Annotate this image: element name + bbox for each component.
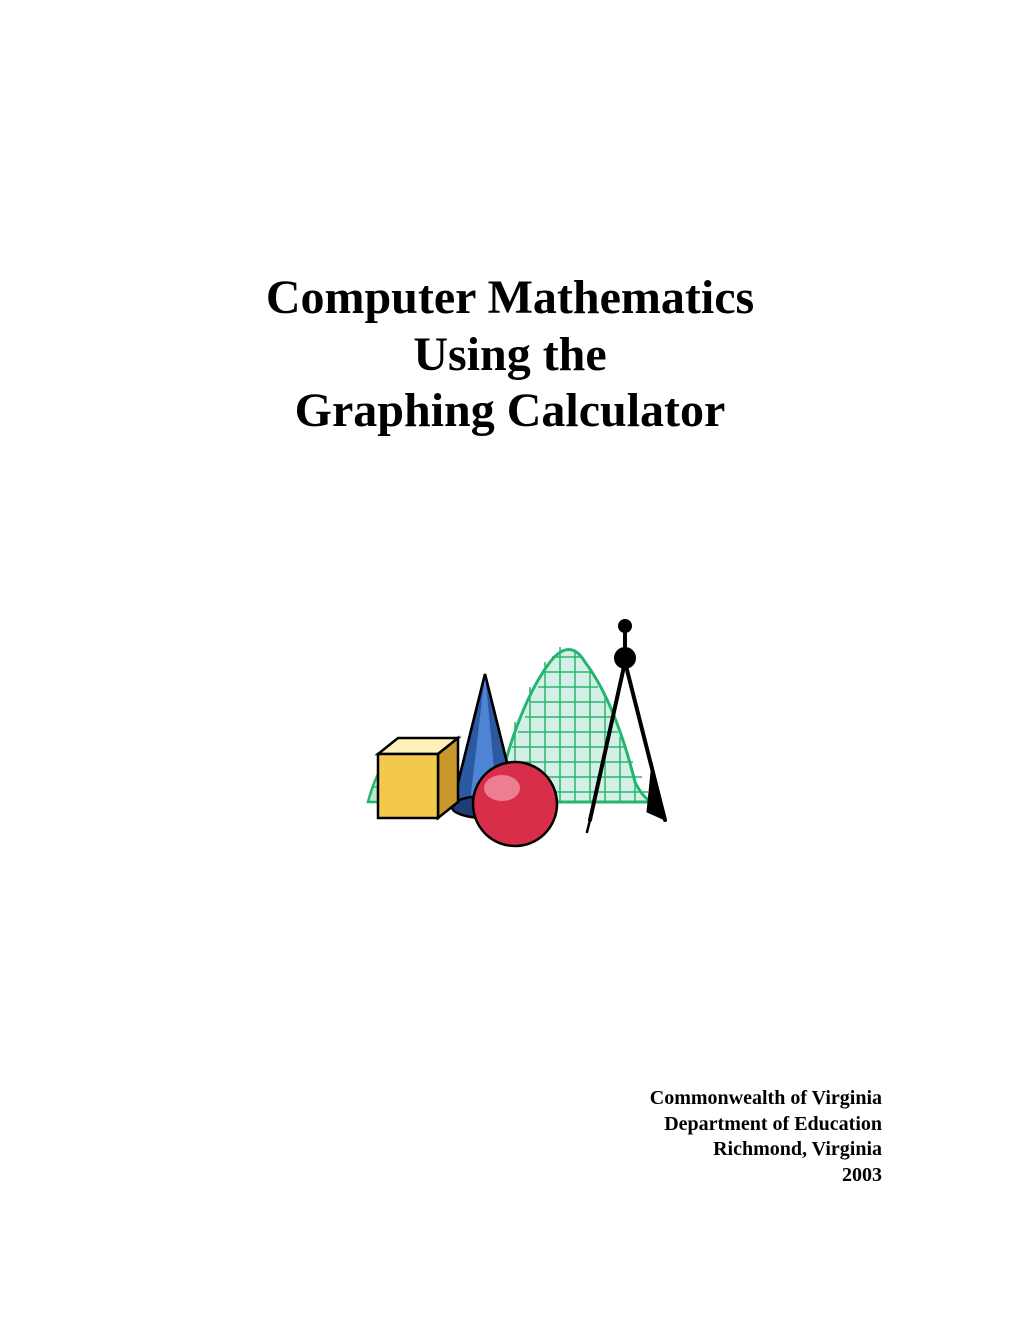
- title-line-2: Using the: [0, 327, 1020, 384]
- footer-line-2: Department of Education: [650, 1112, 882, 1138]
- footer-block: Commonwealth of Virginia Department of E…: [650, 1086, 882, 1188]
- footer-line-3: Richmond, Virginia: [650, 1137, 882, 1163]
- math-shapes-svg: [330, 602, 690, 852]
- cube-icon: [378, 738, 458, 818]
- sphere-icon: [473, 762, 557, 846]
- footer-line-1: Commonwealth of Virginia: [650, 1086, 882, 1112]
- footer-line-4: 2003: [650, 1163, 882, 1189]
- title-block: Computer Mathematics Using the Graphing …: [0, 270, 1020, 440]
- math-illustration: [330, 602, 690, 857]
- title-line-3: Graphing Calculator: [0, 383, 1020, 440]
- title-line-1: Computer Mathematics: [0, 270, 1020, 327]
